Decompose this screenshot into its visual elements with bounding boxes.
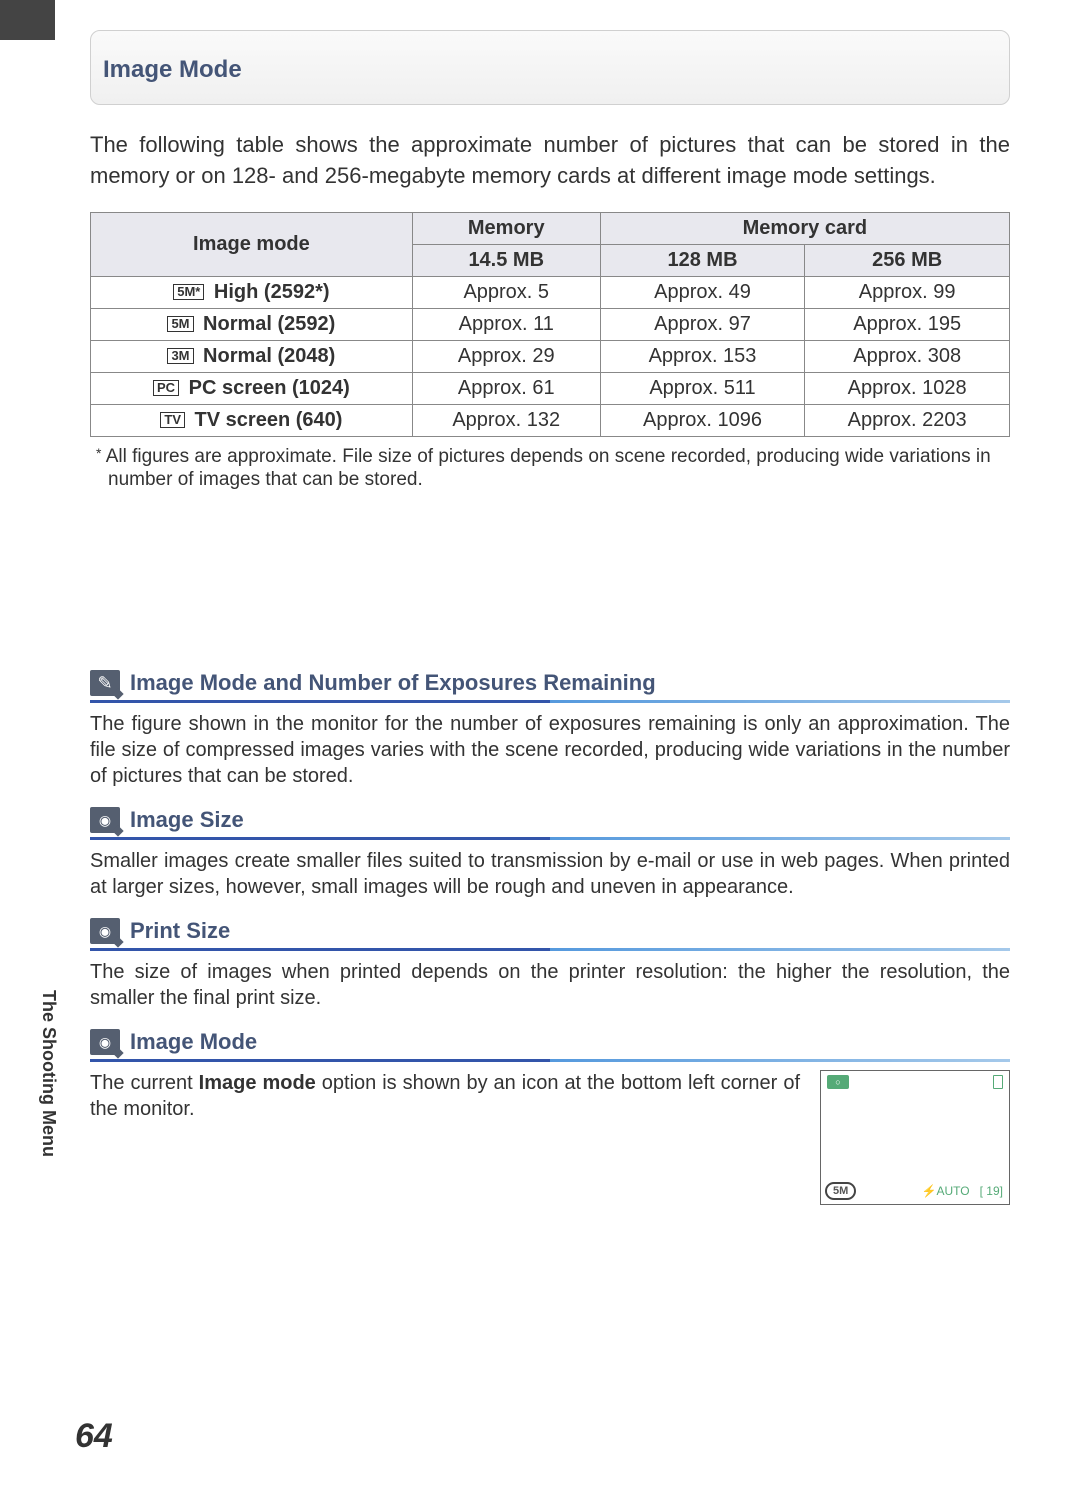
header-title: Image Mode: [103, 56, 989, 84]
c128-cell: Approx. 1096: [600, 404, 805, 436]
section-body: Smaller images create smaller files suit…: [90, 848, 1010, 900]
mode-cell: 5M* High (2592*): [91, 276, 413, 308]
note-icon: [90, 670, 120, 696]
c128-cell: Approx. 97: [600, 308, 805, 340]
c256-cell: Approx. 308: [805, 340, 1010, 372]
sub-256: 256 MB: [805, 244, 1010, 276]
c256-cell: Approx. 99: [805, 276, 1010, 308]
section-body: The size of images when printed depends …: [90, 959, 1010, 1011]
section-body: The current Image mode option is shown b…: [90, 1070, 800, 1122]
mode-cell: 5M Normal (2592): [91, 308, 413, 340]
table-footnote: * All figures are approximate. File size…: [90, 445, 1010, 493]
capacity-table: Image mode Memory Memory card 14.5 MB 12…: [90, 212, 1010, 437]
sub-128: 128 MB: [600, 244, 805, 276]
page-number: 64: [75, 1417, 113, 1456]
mode-icon: 3M: [167, 348, 193, 364]
section-underline: [90, 700, 1010, 703]
mode-cell: TV TV screen (640): [91, 404, 413, 436]
mode-cell: PC PC screen (1024): [91, 372, 413, 404]
mode-icon: 5M*: [173, 284, 204, 300]
mem-cell: Approx. 11: [412, 308, 600, 340]
section-print-size: Print Size The size of images when print…: [90, 918, 1010, 1011]
table-row: TV TV screen (640)Approx. 132Approx. 109…: [91, 404, 1010, 436]
section-title: Image Mode and Number of Exposures Remai…: [130, 670, 656, 696]
tip-icon: [90, 1029, 120, 1055]
table-row: 5M* High (2592*)Approx. 5Approx. 49Appro…: [91, 276, 1010, 308]
sub-mem: 14.5 MB: [412, 244, 600, 276]
side-chapter-label: The Shooting Menu: [38, 990, 59, 1157]
section-exposures: Image Mode and Number of Exposures Remai…: [90, 670, 1010, 789]
mode-icon: TV: [160, 412, 185, 428]
c128-cell: Approx. 49: [600, 276, 805, 308]
c128-cell: Approx. 511: [600, 372, 805, 404]
mode-icon: PC: [153, 380, 179, 396]
camera-icon: [827, 1075, 849, 1089]
table-row: PC PC screen (1024)Approx. 61Approx. 511…: [91, 372, 1010, 404]
mem-cell: Approx. 29: [412, 340, 600, 372]
table-row: 5M Normal (2592)Approx. 11Approx. 97Appr…: [91, 308, 1010, 340]
c128-cell: Approx. 153: [600, 340, 805, 372]
mem-cell: Approx. 132: [412, 404, 600, 436]
monitor-preview: 5M ⚡AUTO [ 19]: [820, 1070, 1010, 1205]
exposure-count: [ 19]: [980, 1184, 1003, 1198]
section-underline: [90, 837, 1010, 840]
section-title: Print Size: [130, 918, 230, 944]
section-image-mode: Image Mode The current Image mode option…: [90, 1029, 1010, 1205]
mem-cell: Approx. 5: [412, 276, 600, 308]
flash-label: AUTO: [937, 1184, 970, 1198]
section-title: Image Size: [130, 807, 244, 833]
c256-cell: Approx. 2203: [805, 404, 1010, 436]
section-title: Image Mode: [130, 1029, 257, 1055]
col-memory: Memory: [412, 212, 600, 244]
section-body: The figure shown in the monitor for the …: [90, 711, 1010, 789]
col-card: Memory card: [600, 212, 1009, 244]
tip-icon: [90, 807, 120, 833]
mode-cell: 3M Normal (2048): [91, 340, 413, 372]
flash-indicator: ⚡AUTO [ 19]: [922, 1184, 1003, 1198]
page-content: Image Mode The following table shows the…: [0, 0, 1080, 1486]
body-bold: Image mode: [199, 1072, 316, 1094]
mode-icon: 5M: [167, 316, 193, 332]
mode-indicator: 5M: [825, 1182, 856, 1200]
footnote-text: All figures are approximate. File size o…: [106, 446, 991, 491]
section-image-size: Image Size Smaller images create smaller…: [90, 807, 1010, 900]
section-underline: [90, 948, 1010, 951]
mem-cell: Approx. 61: [412, 372, 600, 404]
section-underline: [90, 1059, 1010, 1062]
c256-cell: Approx. 195: [805, 308, 1010, 340]
intro-paragraph: The following table shows the approximat…: [90, 130, 1010, 192]
header-panel: Image Mode: [90, 30, 1010, 105]
tip-icon: [90, 918, 120, 944]
col-mode: Image mode: [91, 212, 413, 276]
table-row: 3M Normal (2048)Approx. 29Approx. 153App…: [91, 340, 1010, 372]
memory-icon: [993, 1075, 1003, 1089]
c256-cell: Approx. 1028: [805, 372, 1010, 404]
body-prefix: The current: [90, 1072, 199, 1094]
